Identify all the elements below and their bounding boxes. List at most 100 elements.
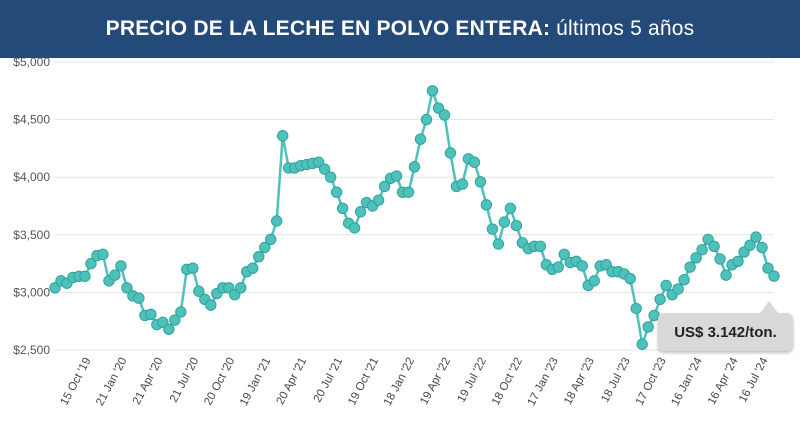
data-point <box>330 186 343 198</box>
data-point <box>642 321 654 333</box>
data-point <box>121 282 133 294</box>
data-point <box>498 216 511 228</box>
data-point <box>259 241 271 254</box>
data-point <box>205 299 217 311</box>
x-tick-label: 17 Oct '23 <box>634 356 669 408</box>
x-tick-label: 18 Jan '22 <box>382 356 417 408</box>
data-point <box>624 272 636 285</box>
data-point <box>163 323 175 335</box>
data-point <box>744 239 756 251</box>
data-point <box>348 222 361 234</box>
x-tick-label: 20 Oct '20 <box>202 356 237 408</box>
data-point <box>85 257 97 270</box>
data-point <box>678 274 690 286</box>
y-tick-label: $5,000 <box>13 58 50 69</box>
x-tick-label: 20 Jul '21 <box>312 356 346 405</box>
data-point <box>97 248 109 261</box>
x-tick-label: 16 Jan '24 <box>669 355 705 408</box>
data-point <box>684 261 696 273</box>
y-tick-label: $3,500 <box>13 228 50 242</box>
x-tick-label: 17 Jan '23 <box>526 356 561 408</box>
data-point <box>115 260 127 272</box>
data-point <box>510 219 523 232</box>
data-point <box>336 202 349 215</box>
data-point <box>660 279 672 292</box>
data-point <box>552 261 564 273</box>
data-point <box>576 260 588 272</box>
data-point <box>492 238 505 250</box>
data-point <box>732 255 744 267</box>
price-line-chart: $5,000 $4,500 $4,000 $3,500 $3,000 $2,500 15 … <box>13 58 780 408</box>
data-point <box>390 170 403 182</box>
data-point <box>588 275 600 287</box>
data-point <box>456 178 469 190</box>
data-point <box>768 270 780 282</box>
data-point <box>402 186 415 198</box>
x-tick-label: 15 Oct '19 <box>59 356 94 408</box>
y-tick-label: $4,000 <box>13 170 50 184</box>
grid-lines <box>55 61 774 351</box>
data-point <box>672 283 684 295</box>
data-point <box>468 156 481 168</box>
data-point <box>270 215 283 227</box>
data-point <box>265 233 277 246</box>
y-axis-labels: $5,000 $4,500 $4,000 $3,500 $3,000 $2,500 <box>13 58 50 357</box>
data-point <box>145 308 157 320</box>
data-point <box>654 293 666 306</box>
data-point <box>474 176 487 188</box>
callout-pointer <box>760 301 778 313</box>
y-tick-label: $3,000 <box>13 285 50 299</box>
data-point <box>235 282 247 294</box>
data-point <box>708 240 720 253</box>
data-point <box>720 269 732 281</box>
x-tick-label: 18 Oct '22 <box>490 356 525 408</box>
series-line <box>54 89 775 346</box>
data-point <box>247 262 259 274</box>
x-tick-label: 19 Jul '22 <box>456 356 490 405</box>
data-point <box>714 253 726 265</box>
data-point <box>175 306 187 318</box>
data-point <box>756 241 768 254</box>
x-tick-label: 20 Apr '21 <box>275 356 310 407</box>
data-point <box>133 292 145 304</box>
data-point <box>696 244 708 256</box>
data-point <box>187 262 199 274</box>
data-point <box>444 147 457 159</box>
data-point <box>414 133 427 145</box>
data-point <box>426 85 439 97</box>
data-point <box>762 262 774 274</box>
data-point <box>276 130 289 142</box>
data-point <box>324 171 337 183</box>
x-tick-label: 19 Oct '21 <box>346 356 381 408</box>
data-point <box>420 113 433 126</box>
data-point <box>253 250 265 263</box>
latest-price-callout: US$ 3.142/ton. <box>658 313 793 351</box>
x-tick-label: 18 Apr '23 <box>562 356 597 407</box>
y-tick-label: $4,500 <box>13 113 50 127</box>
x-tick-label: 16 Jul '24 <box>737 355 771 404</box>
data-point <box>750 231 762 243</box>
data-point <box>630 302 642 315</box>
chart-title-bar: PRECIO DE LA LECHE EN POLVO ENTERA: últi… <box>0 0 800 58</box>
x-tick-label: 21 Jul '20 <box>168 356 202 405</box>
data-point <box>690 252 702 264</box>
data-point <box>79 270 91 282</box>
data-point <box>169 314 181 326</box>
data-point <box>438 109 451 121</box>
data-point <box>636 338 648 350</box>
x-tick-label: 18 Jul '23 <box>599 356 633 405</box>
x-tick-label: 21 Apr '20 <box>131 356 166 407</box>
x-axis-labels: 15 Oct '19 21 Jan '20 21 Apr '20 21 Jul '20… <box>59 355 771 408</box>
data-point <box>480 199 493 211</box>
data-point <box>504 202 517 215</box>
x-tick-label: 19 Apr '22 <box>418 356 453 407</box>
data-point <box>109 269 121 281</box>
price-series <box>49 85 780 350</box>
data-point <box>193 285 205 297</box>
chart-title: PRECIO DE LA LECHE EN POLVO ENTERA: <box>105 17 551 40</box>
data-point <box>354 206 367 218</box>
data-point <box>318 163 331 175</box>
x-tick-label: 21 Jan '20 <box>94 356 129 408</box>
x-tick-label: 16 Apr '24 <box>706 355 741 407</box>
x-tick-label: 19 Jan '21 <box>238 356 273 408</box>
